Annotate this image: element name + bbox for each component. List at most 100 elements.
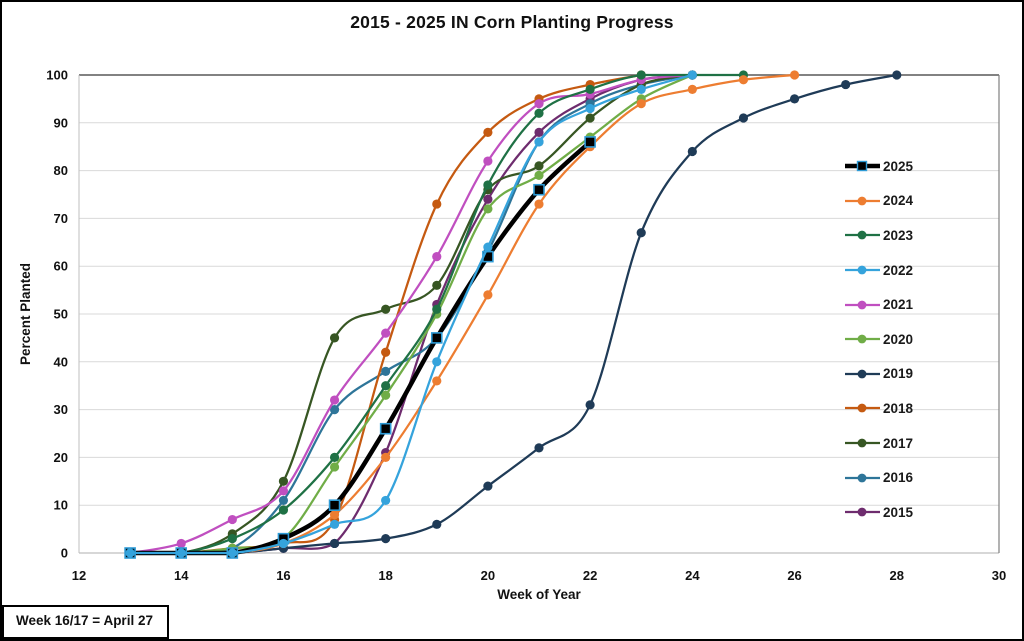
marker-2020-wk17: [329, 462, 340, 472]
y-tick-30: 30: [54, 402, 68, 417]
legend-swatch-2017: [845, 438, 880, 448]
marker-2022-wk14: [176, 548, 186, 558]
legend-item-2016: 2016: [844, 460, 913, 495]
marker-2017-wk17: [329, 333, 340, 343]
legend-swatch-2023: [845, 231, 880, 240]
legend-swatch-2025: [845, 161, 880, 172]
chart-legend: 2025 2024 2023 2022 2021 2020 2019 2018 2017 2016…: [844, 149, 913, 530]
x-axis-title: Week of Year: [497, 587, 581, 602]
marker-2020-wk18: [381, 390, 391, 400]
marker-2019-wk17: [329, 538, 340, 549]
chart-title: 2015 - 2025 IN Corn Planting Progress: [350, 12, 674, 32]
legend-swatch-2024: [845, 196, 880, 206]
legend-item-2015: 2015: [844, 495, 913, 530]
marker-2022-wk19: [432, 357, 442, 367]
marker-2023-wk19: [432, 304, 442, 314]
legend-swatch-2022: [845, 265, 880, 275]
legend-swatch-2021: [845, 300, 880, 310]
marker-2025-wk21: [533, 183, 545, 196]
marker-2019-wk18: [381, 534, 391, 544]
marker-2016-wk16: [278, 495, 289, 506]
marker-2021-wk18: [381, 328, 391, 338]
marker-2024-wk26: [789, 70, 800, 80]
marker-2016-wk17: [329, 405, 340, 415]
marker-2025-wk17: [328, 499, 341, 512]
annotation-box: Week 16/17 = April 27: [2, 605, 169, 639]
marker-2021-wk15: [227, 514, 237, 525]
marker-2022-wk24: [687, 70, 697, 80]
y-tick-90: 90: [54, 115, 68, 130]
marker-2017-wk18: [381, 304, 391, 314]
marker-2021-wk19: [432, 252, 442, 262]
y-tick-80: 80: [54, 163, 68, 178]
x-tick-16: 16: [276, 568, 290, 583]
legend-item-2025: 2025: [844, 149, 913, 184]
marker-2015-wk20: [483, 194, 493, 204]
marker-2018-wk20: [483, 127, 493, 137]
legend-item-2020: 2020: [844, 322, 913, 357]
marker-2019-wk19: [432, 519, 442, 529]
legend-item-2019: 2019: [844, 357, 913, 392]
legend-label-2023: 2023: [883, 227, 914, 243]
y-tick-40: 40: [54, 354, 68, 369]
legend-label-2019: 2019: [883, 366, 914, 382]
legend-label-2017: 2017: [883, 435, 914, 451]
legend-swatch-2015: [845, 507, 880, 517]
marker-2019-wk20: [483, 481, 493, 491]
marker-2022-wk17: [329, 519, 340, 529]
marker-2023-wk21: [534, 108, 544, 118]
marker-2019-wk27: [841, 79, 851, 90]
y-tick-70: 70: [54, 211, 68, 226]
marker-2017-wk22: [585, 113, 595, 123]
marker-2022-wk18: [381, 495, 391, 506]
legend-item-2021: 2021: [844, 287, 913, 322]
marker-2021-wk20: [483, 156, 493, 166]
marker-2021-wk14: [176, 538, 186, 549]
marker-2016-wk18: [381, 366, 391, 376]
marker-2025-wk19: [430, 332, 443, 344]
y-tick-60: 60: [54, 259, 68, 274]
legend-label-2016: 2016: [883, 470, 914, 486]
marker-2023-wk23: [636, 70, 646, 80]
y-axis-title: Percent Planted: [18, 263, 33, 365]
marker-2017-wk19: [432, 280, 442, 290]
legend-label-2020: 2020: [883, 331, 914, 347]
marker-2023-wk15: [227, 534, 237, 544]
marker-2022-wk15: [227, 548, 237, 558]
marker-2023-wk17: [329, 452, 340, 462]
marker-2022-wk20: [483, 242, 493, 252]
marker-2024-wk20: [483, 290, 493, 300]
marker-2017-wk16: [278, 476, 289, 486]
marker-2023-wk18: [381, 381, 391, 391]
marker-2024-wk19: [432, 376, 442, 386]
series-line-2025: [127, 139, 593, 556]
y-tick-50: 50: [54, 307, 68, 322]
legend-swatch-2018: [845, 404, 880, 413]
x-tick-20: 20: [481, 568, 495, 583]
marker-2020-wk21: [534, 170, 544, 180]
legend-swatch-2016: [845, 473, 880, 483]
marker-2025-wk18: [379, 422, 392, 435]
marker-2019-wk22: [585, 400, 595, 410]
marker-2024-wk24: [687, 84, 697, 94]
marker-2024-wk23: [636, 99, 646, 109]
y-tick-20: 20: [54, 450, 68, 465]
marker-2022-wk21: [534, 137, 544, 147]
x-tick-26: 26: [787, 568, 801, 583]
legend-label-2022: 2022: [883, 262, 914, 278]
marker-2019-wk28: [892, 70, 902, 80]
y-tick-0: 0: [61, 546, 68, 561]
marker-2023-wk20: [483, 180, 493, 190]
x-tick-30: 30: [992, 568, 1006, 583]
marker-2020-wk20: [483, 204, 493, 214]
marker-2015-wk21: [534, 127, 544, 137]
legend-label-2015: 2015: [883, 504, 914, 520]
marker-2021-wk17: [329, 395, 340, 405]
marker-2018-wk18: [381, 347, 391, 357]
marker-2022-wk22: [585, 103, 595, 114]
x-tick-12: 12: [72, 568, 86, 583]
marker-2022-wk13: [125, 548, 135, 558]
marker-2022-wk23: [636, 84, 646, 94]
